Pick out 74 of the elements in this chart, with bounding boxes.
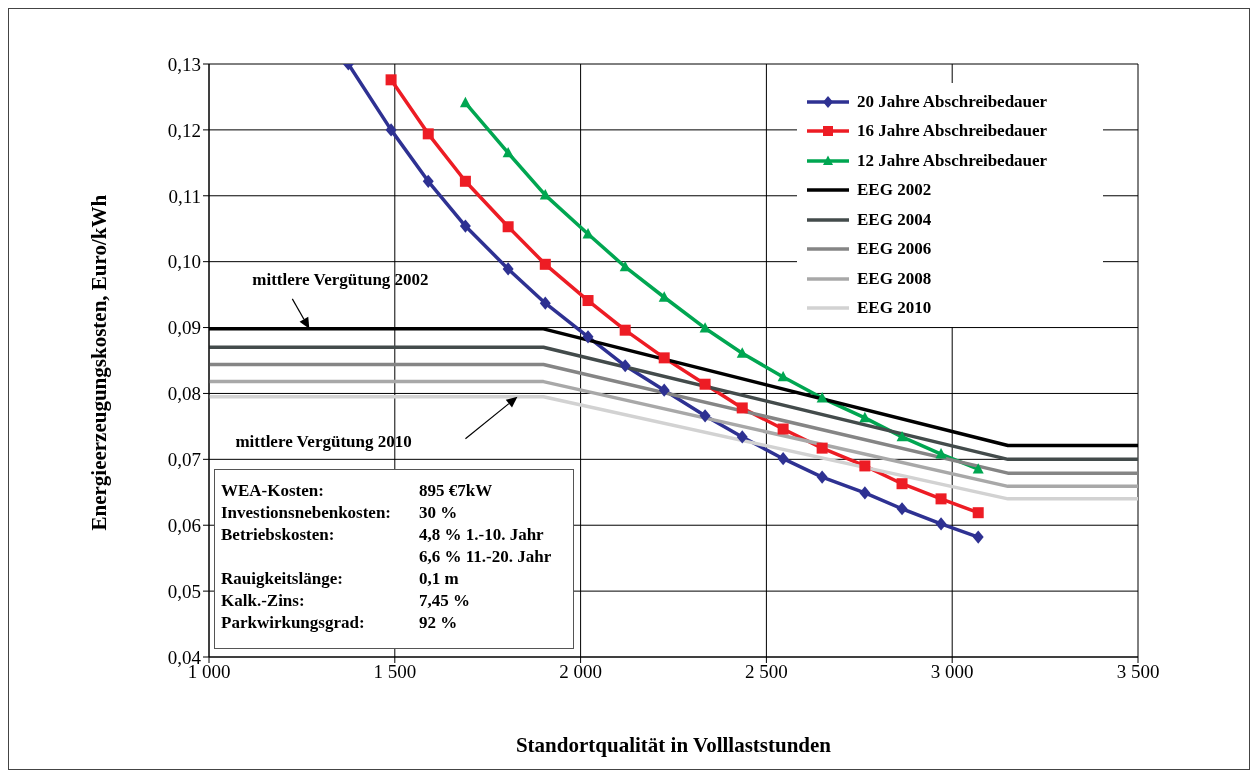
annotation: mittlere Vergütung 2002: [252, 269, 429, 289]
text: Investionsnebenkosten: 30 %: [221, 503, 458, 522]
point: [582, 295, 594, 307]
point: [972, 463, 984, 474]
legend-label: 16 Jahre Abschreibedauer: [857, 121, 1048, 142]
point: [459, 219, 471, 233]
x-tick-label: 1 500: [373, 661, 417, 683]
point: [777, 370, 789, 382]
legend-label: EEG 2008: [857, 268, 932, 289]
point: [459, 96, 471, 108]
y-tick-label: 0,07: [167, 449, 201, 471]
point: [658, 352, 670, 364]
text: Kalk.-Zins: 7,45 %: [221, 591, 470, 610]
legend-label: EEG 2006: [857, 239, 932, 260]
point: [816, 392, 828, 403]
legend-label: EEG 2002: [857, 180, 932, 201]
point: [619, 260, 631, 272]
y-tick-label: 0,11: [168, 185, 201, 207]
y-tick-label: 0,05: [167, 580, 201, 602]
point: [385, 123, 397, 137]
point: [385, 74, 397, 86]
text: Rauigkeitslänge: 0,1 m: [221, 569, 459, 588]
point: [935, 493, 947, 505]
legend-label: EEG 2010: [857, 298, 932, 319]
legend-label: 20 Jahre Abschreibedauer: [857, 91, 1048, 112]
point: [777, 423, 789, 435]
point: [539, 258, 551, 270]
point: [816, 442, 828, 454]
point: [699, 378, 711, 390]
y-axis-title: Energieerzeugungskosten, Euro/kWh: [87, 194, 112, 531]
text: Parkwirkungsgrad: 92 %: [221, 613, 458, 632]
point: [699, 409, 711, 423]
y-tick-label: 0,06: [167, 514, 201, 536]
point: [896, 430, 908, 442]
text: WEA-Kosten: 895 €7kW: [221, 481, 493, 500]
annotation: 6,6 % 11.-20. Jahr: [419, 546, 552, 568]
point: [896, 478, 908, 490]
point: [422, 128, 434, 140]
point: [619, 359, 631, 373]
x-tick-label: 3 000: [930, 661, 974, 683]
x-tick-label: 3 500: [1116, 661, 1160, 683]
y-tick-label: 0,13: [167, 53, 201, 75]
point: [619, 324, 631, 336]
y-tick-label: 0,10: [167, 251, 201, 273]
point: [502, 221, 514, 233]
point: [459, 175, 471, 187]
point: [539, 189, 551, 200]
point: [736, 430, 748, 444]
point: [582, 330, 594, 344]
point: [736, 402, 748, 414]
y-tick-label: 0,12: [167, 119, 201, 141]
legend-label: EEG 2004: [857, 209, 932, 230]
x-tick-label: 2 000: [559, 661, 602, 683]
point: [816, 470, 828, 484]
y-tick-label: 0,09: [167, 317, 201, 339]
point: [539, 296, 551, 310]
point: [422, 174, 434, 188]
point: [502, 146, 514, 158]
point: [859, 411, 871, 423]
point: [502, 262, 514, 276]
point: [736, 347, 748, 358]
x-tick-label: 2 500: [745, 661, 788, 683]
point: [935, 517, 947, 531]
text: Betriebskosten: 4,8 % 1.-10. Jahr: [221, 525, 544, 544]
point: [859, 486, 871, 500]
y-tick-label: 0,08: [167, 383, 201, 405]
point: [972, 530, 984, 544]
point: [859, 460, 871, 472]
point: [777, 452, 789, 466]
point: [658, 383, 670, 397]
legend-label: 12 Jahre Abschreibedauer: [857, 150, 1048, 171]
x-axis-title: Standortqualität in Volllaststunden: [515, 733, 832, 757]
point: [896, 502, 908, 516]
point: [972, 507, 984, 519]
